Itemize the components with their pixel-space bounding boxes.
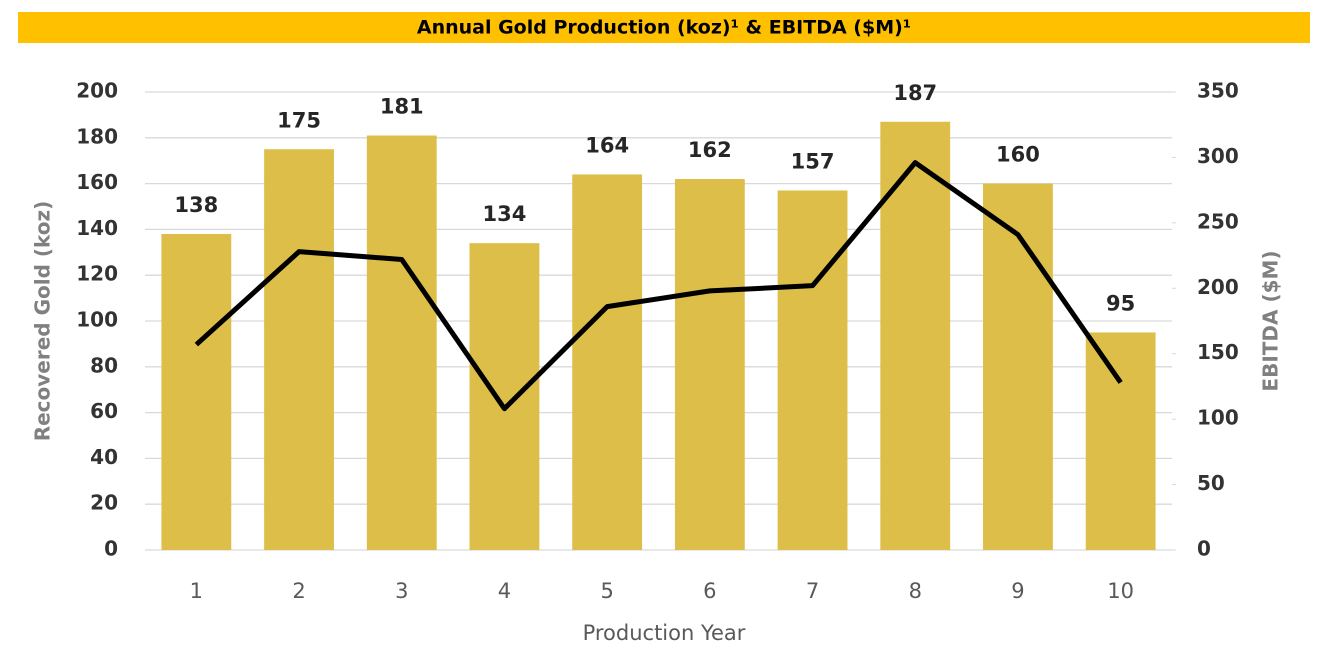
chart-title: Annual Gold Production (koz)¹ & EBITDA (… (417, 17, 911, 39)
bar (674, 179, 745, 550)
y2-tick-label: 250 (1197, 209, 1239, 233)
x-tick-label: 9 (1011, 579, 1024, 603)
data-label: 187 (893, 81, 937, 105)
x-tick-label: 3 (395, 579, 408, 603)
data-label: 175 (277, 108, 321, 132)
x-tick-label: 4 (498, 579, 511, 603)
y-tick-label: 80 (90, 353, 118, 377)
y2-tick-label: 150 (1197, 340, 1239, 364)
data-label: 138 (174, 193, 218, 217)
y2-tick-label: 50 (1197, 471, 1225, 495)
x-axis-label: Production Year (583, 621, 746, 645)
x-tick-label: 2 (292, 579, 305, 603)
x-tick-label: 6 (703, 579, 716, 603)
bar (777, 190, 848, 550)
bar (161, 233, 232, 551)
bar (983, 183, 1053, 550)
x-tick-label: 7 (806, 579, 819, 603)
bar (1085, 332, 1156, 550)
y2-axis-label: EBITDA ($M) (1259, 250, 1283, 391)
y2-tick-label: 0 (1197, 537, 1211, 561)
y-tick-label: 140 (76, 216, 118, 240)
data-label: 157 (791, 149, 835, 173)
data-label: 162 (688, 138, 732, 162)
y-tick-label: 160 (76, 170, 118, 194)
data-label: 164 (585, 133, 629, 157)
y-tick-label: 100 (76, 308, 118, 332)
bar (469, 243, 540, 550)
bar (572, 174, 643, 550)
y-axis-label: Recovered Gold (koz) (31, 201, 55, 442)
line (194, 160, 1123, 412)
data-label: 134 (483, 202, 527, 226)
y-tick-label: 40 (90, 445, 118, 469)
y2-tick-label: 200 (1197, 275, 1239, 299)
y-tick-label: 180 (76, 124, 118, 148)
y-tick-label: 20 (90, 491, 118, 515)
title-bar (18, 12, 1310, 43)
bar (880, 121, 951, 551)
y2-tick-label: 300 (1197, 144, 1239, 168)
data-label: 181 (380, 95, 424, 119)
y-tick-label: 0 (104, 537, 118, 561)
data-label: 160 (996, 143, 1040, 167)
y2-tick-label: 350 (1197, 79, 1239, 103)
bar (264, 149, 334, 550)
x-tick-label: 5 (600, 579, 613, 603)
bar (366, 135, 437, 550)
y-tick-label: 200 (76, 79, 118, 103)
y-tick-label: 60 (90, 399, 118, 423)
data-label: 95 (1106, 291, 1135, 315)
x-tick-label: 8 (909, 579, 922, 603)
y-tick-label: 120 (76, 262, 118, 286)
x-tick-label: 10 (1107, 579, 1134, 603)
x-tick-label: 1 (190, 579, 203, 603)
y2-tick-label: 100 (1197, 406, 1239, 430)
